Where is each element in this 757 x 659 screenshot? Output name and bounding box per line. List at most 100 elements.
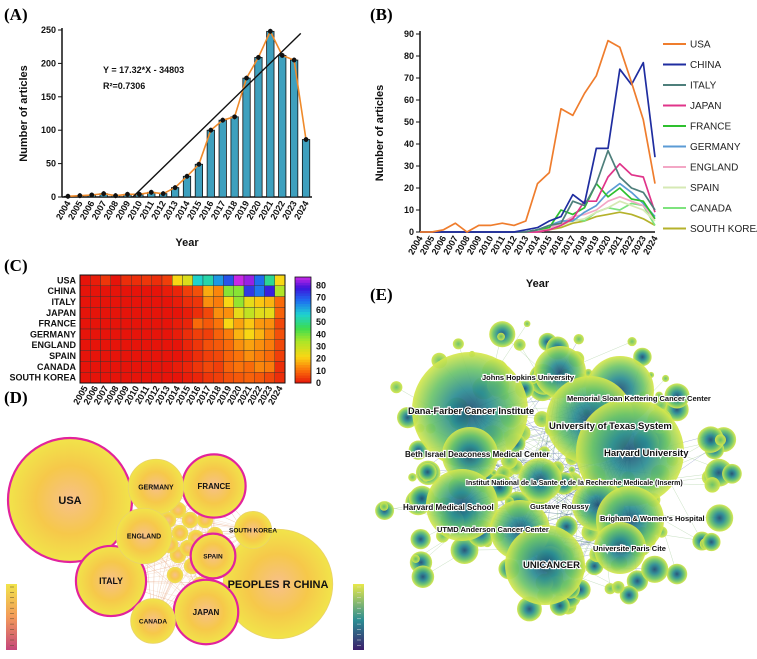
chart-c-cell-japan-2013 (161, 307, 173, 319)
chart-c-cell-spain-2011 (141, 350, 152, 362)
chart-b-legend-label-2: ITALY (690, 81, 717, 92)
chart-c-cell-italy-2023 (264, 296, 275, 308)
chart-c-row-label-5: GERMANY (30, 329, 76, 339)
chart-b-legend-label-0: USA (690, 40, 711, 51)
chart-c-cell-canada-2011 (141, 361, 152, 373)
chart-c-cell-canada-2014 (172, 361, 183, 373)
chart-c-cell-usa-2007 (100, 274, 111, 287)
chart-c-cell-china-2007 (100, 285, 111, 297)
chart-b-legend-label-5: GERMANY (690, 142, 741, 153)
net-e-minor-node (450, 536, 479, 565)
chart-c-cell-germany-2022 (254, 328, 265, 341)
chart-c-cell-south-korea-2010 (131, 372, 142, 384)
chart-c-row-label-3: JAPAN (46, 308, 76, 318)
chart-c-cell-south-korea-2020 (233, 372, 245, 384)
net-e-minor-node (390, 381, 403, 394)
chart-c-cell-france-2007 (100, 318, 111, 330)
chart-c-cell-usa-2020 (233, 274, 245, 287)
chart-c-colorbar-segment (295, 359, 311, 363)
net-e-minor-node (410, 529, 431, 550)
net-e-minor-node (501, 452, 518, 469)
chart-c-colorbar-segment (295, 279, 311, 283)
chart-c-cell-england-2015 (182, 339, 193, 351)
chart-c-cell-china-2011 (141, 285, 152, 297)
chart-c-colorbar-tick-80: 80 (316, 281, 326, 291)
chart-c-cell-south-korea-2022 (254, 372, 265, 384)
chart-c-cell-france-2010 (131, 318, 142, 330)
chart-c-cell-usa-2018 (213, 274, 224, 287)
chart-c-cell-japan-2023 (264, 307, 275, 319)
chart-c-cell-usa-2013 (161, 274, 173, 287)
chart-b-ytick-70: 70 (404, 73, 414, 83)
chart-c-cell-canada-2006 (90, 361, 101, 373)
chart-c-cell-france-2023 (264, 318, 275, 330)
chart-c-row-label-1: CHINA (48, 286, 77, 296)
chart-c-cell-france-2019 (223, 318, 234, 330)
chart-b-ytick-10: 10 (404, 205, 414, 215)
chart-c-frame (79, 274, 286, 384)
chart-c-cell-usa-2014 (172, 274, 183, 287)
panel-label-a: (A) (4, 5, 28, 24)
chart-c-colorbar-frame (294, 276, 312, 384)
chart-c-cell-france-2015 (182, 318, 193, 330)
chart-a-ytick-0: 0 (51, 192, 56, 202)
chart-c-row-label-9: SOUTH KOREA (9, 373, 76, 383)
net-e-minor-node (379, 502, 389, 511)
chart-c-cell-germany-2012 (151, 328, 163, 341)
chart-c-cell-france-2024 (274, 318, 286, 330)
chart-c-cell-usa-2005 (79, 274, 91, 287)
chart-a-ytick-150: 150 (41, 92, 56, 102)
net-e-node-label-6: Institut National de la Sante et de la R… (466, 480, 683, 487)
chart-c-cell-italy-2016 (192, 296, 204, 308)
chart-c-cell-south-korea-2018 (213, 372, 224, 384)
chart-c-colorbar-segment (295, 348, 311, 352)
chart-c-cell-china-2018 (213, 285, 224, 297)
net-e-minor-node (697, 426, 724, 453)
chart-c-cell-south-korea-2017 (202, 372, 214, 384)
chart-c-cell-canada-2023 (264, 361, 275, 373)
chart-c-cell-spain-2022 (254, 350, 265, 362)
chart-c-cell-england-2022 (254, 339, 265, 351)
chart-a-point-2015 (196, 161, 202, 167)
chart-c-cell-usa-2024 (274, 274, 286, 287)
chart-a-xlabel: Year (175, 237, 199, 249)
net-e-minor-node (641, 555, 669, 583)
chart-c-colorbar-segment (295, 330, 311, 334)
chart-c-colorbar-segment (295, 308, 311, 312)
net-e-node-label-9: Brigham & Women's Hospital (600, 514, 705, 523)
net-d-minor-node (181, 511, 199, 529)
chart-b-series-japan (420, 162, 656, 233)
net-e-minor-node (411, 565, 435, 589)
net-d-node-label-3: FRANCE (198, 482, 231, 491)
chart-c-cell-italy-2020 (233, 296, 245, 308)
chart-c-cell-italy-2012 (151, 296, 163, 308)
panel-label-d: (D) (4, 388, 28, 407)
chart-a-point-2012 (160, 191, 166, 197)
chart-b-legend-label-3: JAPAN (690, 101, 722, 112)
chart-c-cell-italy-2013 (161, 296, 173, 308)
net-d-node-label-1: PEOPLES R CHINA (228, 579, 329, 591)
chart-a-point-2006 (89, 192, 95, 198)
chart-a-ytick-50: 50 (46, 159, 56, 169)
net-e-minor-node (418, 462, 437, 482)
net-e-hub-node-4 (442, 427, 498, 483)
chart-c-cell-england-2024 (274, 339, 286, 351)
chart-b-ytick-50: 50 (404, 117, 414, 127)
net-d-minor-node (166, 566, 184, 584)
chart-c-colorbar-segment (295, 298, 311, 302)
chart-c-cell-japan-2017 (202, 307, 214, 319)
chart-c-cell-japan-2022 (254, 307, 265, 319)
net-e-minor-node (702, 532, 721, 552)
chart-c-cell-south-korea-2007 (100, 372, 111, 384)
chart-b-legend-label-4: FRANCE (690, 122, 731, 133)
chart-c-cell-germany-2023 (264, 328, 275, 341)
chart-c-colorbar-segment (295, 364, 311, 368)
chart-c-row-label-6: ENGLAND (32, 340, 77, 350)
chart-c-cell-china-2006 (90, 285, 101, 297)
net-e-minor-node (497, 332, 505, 341)
chart-c-cell-france-2013 (161, 318, 173, 330)
chart-c-cell-spain-2015 (182, 350, 193, 362)
net-e-node-label-3: University of Texas System (549, 421, 672, 432)
chart-c-cell-south-korea-2013 (161, 372, 173, 384)
chart-c-cell-spain-2017 (202, 350, 214, 362)
